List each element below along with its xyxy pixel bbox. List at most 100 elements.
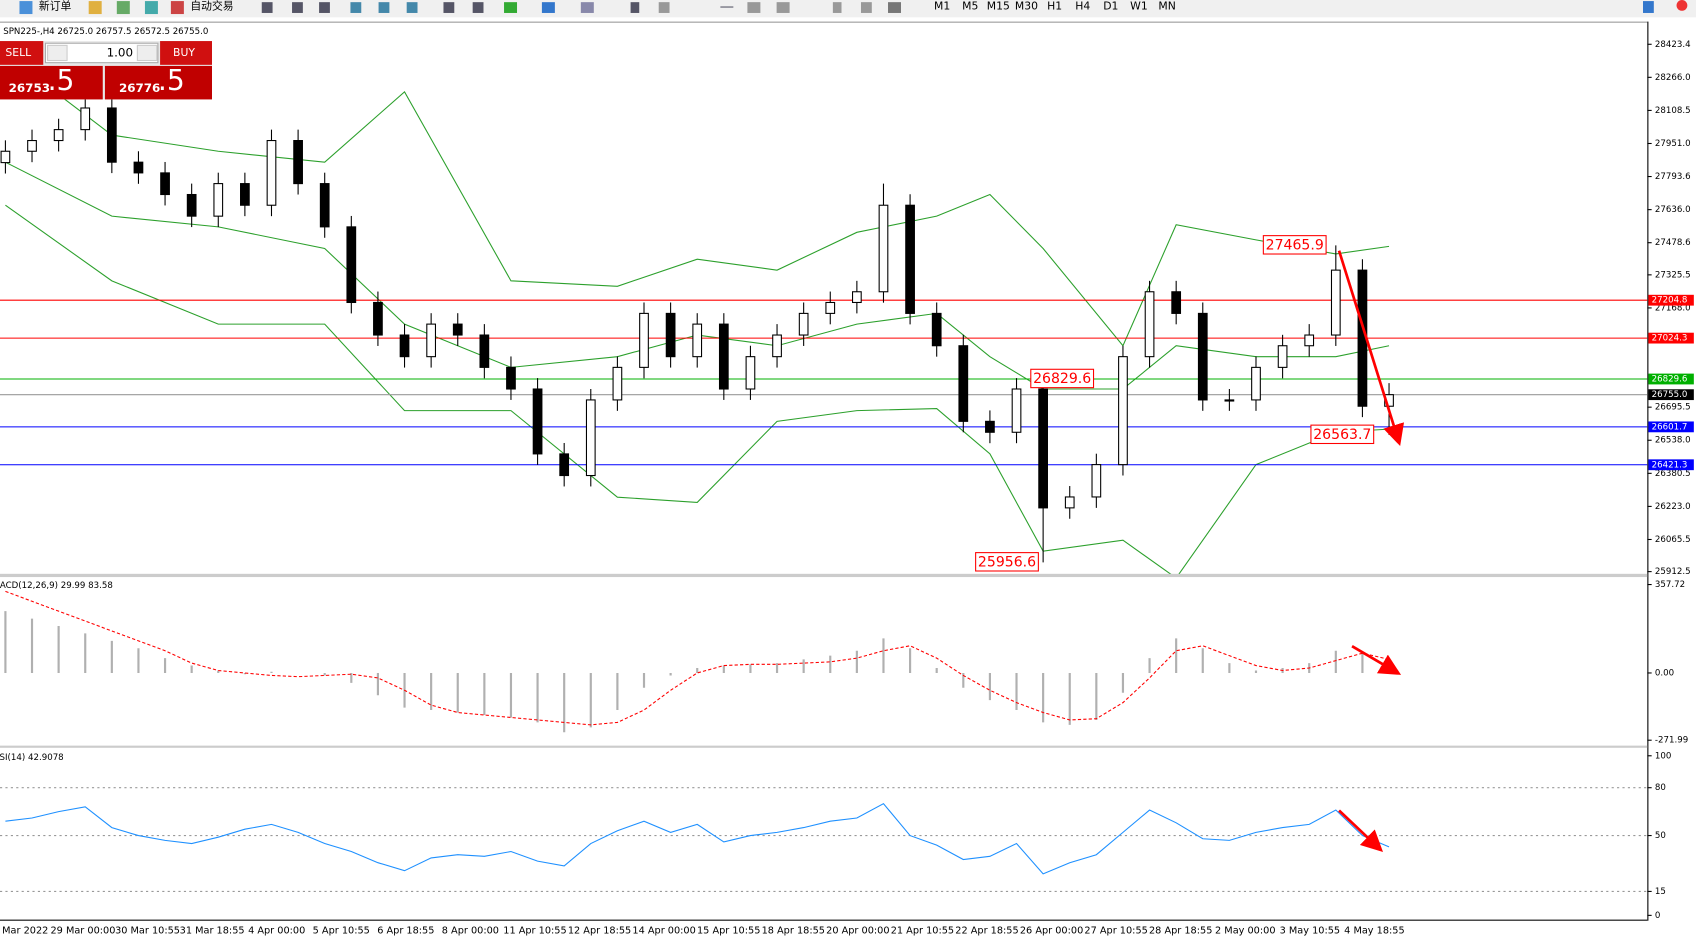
signal-line [5,590,1390,726]
x-tick-label: 29 Mar 00:00 [51,925,116,936]
timeframe-button[interactable]: D1 [1103,0,1118,12]
candle-body [718,323,729,390]
timeframe-button[interactable]: M15 [987,0,1010,12]
icon[interactable] [504,2,518,13]
icon[interactable] [406,2,418,13]
y-tick-label: 27478.6 [1655,238,1691,248]
icon[interactable] [170,1,184,15]
icon[interactable] [630,2,640,13]
timeframe-button[interactable]: M5 [962,0,978,12]
y-tick-label: 28108.5 [1655,106,1691,116]
y-tick-label: 0 [1655,911,1661,921]
search-icon[interactable] [1643,1,1654,13]
icon[interactable] [116,1,130,15]
icon[interactable] [541,2,555,13]
icon[interactable] [888,2,901,13]
icon[interactable] [19,1,33,15]
tool-icons [261,0,1688,13]
arrow [1338,809,1384,853]
level-tag [1648,332,1694,344]
icon[interactable] [747,2,761,13]
annotation: 25956.6 [978,554,1036,570]
chart-title: SPN225-,H4 26725.0 26757.5 26572.5 26755… [3,27,208,37]
candle-body [1330,269,1341,336]
macd-panel [4,590,1391,733]
toolbar-bg [0,0,1696,18]
timeframe-button[interactable]: M30 [1015,0,1038,12]
icon[interactable] [292,2,303,13]
lot-down[interactable] [47,44,68,62]
ask-box[interactable] [104,65,212,100]
candle-body [213,183,224,217]
icon[interactable] [580,2,594,13]
level-label: 26755.0 [1652,390,1688,400]
candle-body [133,161,144,174]
x-tick-label: 15 Apr 10:55 [697,925,760,936]
icon[interactable] [319,2,330,13]
candle-body [745,356,756,390]
icon[interactable] [378,2,390,13]
level-tag [1648,389,1694,401]
x-tick-label: 31 Mar 18:55 [180,925,245,936]
y-tick-label: 26538.0 [1655,436,1691,446]
y-tick-label: 26695.5 [1655,403,1691,413]
buy-label: BUY [173,46,195,59]
y-tick-label: 100 [1655,751,1671,761]
icon[interactable] [776,2,790,13]
x-tick-label: 11 Apr 10:55 [503,925,566,936]
trade-panel: SELL 1.00 BUY 26753 .5 26776 .5 [0,41,212,100]
y-tick-label: 357.72 [1655,580,1685,590]
candle-body [0,150,11,164]
icon[interactable] [658,2,670,13]
timeframe-button[interactable]: H4 [1075,0,1090,12]
x-tick-label: 4 May 18:55 [1344,925,1404,936]
toolbar: 新订单 自动交易 M1 M5 M15 M30 H1 H4 D1 W1 MN [0,0,1696,18]
y-tick-label: 25912.5 [1655,567,1691,577]
frame [0,21,1648,23]
alert-icon[interactable] [1676,0,1688,11]
icon[interactable] [832,2,842,13]
bollinger-upper [5,53,1390,347]
icon[interactable] [144,1,158,15]
candle-body [1038,388,1048,509]
candle-body [1011,388,1022,433]
candle-body [985,420,995,433]
x-tick-label: 8 Apr 00:00 [442,925,499,936]
icon[interactable] [350,2,362,13]
lot-input[interactable] [44,42,159,64]
bid-box[interactable] [0,65,103,100]
candle-body [506,366,516,390]
auto-trading-button[interactable]: 自动交易 [190,0,233,12]
icon[interactable] [443,2,455,13]
timeframe-button[interactable]: MN [1158,0,1175,12]
x-tick-label: 3 May 10:55 [1280,925,1340,936]
new-order-button[interactable]: 新订单 [39,0,72,12]
candle-body [373,301,383,336]
candle-body [958,345,969,422]
timeframe-button[interactable]: M1 [934,0,950,12]
level-label: 27024.3 [1652,334,1688,344]
annotation-box [1310,424,1375,445]
icon[interactable] [261,2,273,13]
timeframe-button[interactable]: W1 [1130,0,1148,12]
lot-up[interactable] [136,44,158,62]
bid-pips: .5 [48,64,75,97]
candle-body [1064,496,1075,509]
x-tick-label: 22 Apr 18:55 [955,925,1018,936]
candle-body [1197,312,1208,401]
ask-main: 26776 [119,81,160,95]
candle-body [1224,399,1235,402]
icon[interactable] [88,1,102,15]
candle-body [532,388,543,455]
timeframe-button[interactable]: H1 [1047,0,1062,12]
icon[interactable] [860,2,872,13]
icon[interactable] [472,2,484,13]
candle-body [27,140,37,152]
buy-button[interactable] [160,41,212,65]
icon[interactable] [720,6,734,8]
candle-body [665,312,676,358]
annotation-box [1030,368,1095,389]
candle-body [240,183,250,206]
sell-button[interactable] [0,41,44,65]
